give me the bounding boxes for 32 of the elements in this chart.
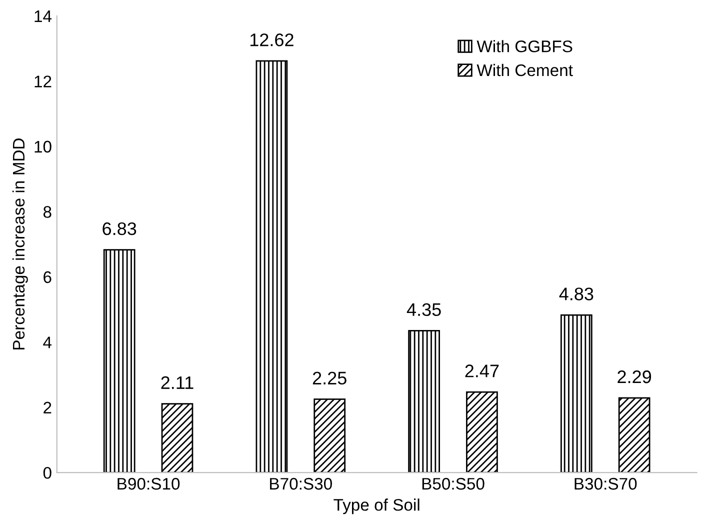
data-label: 4.83: [559, 288, 594, 300]
bar: [408, 330, 440, 473]
y-tick-label: 6: [44, 271, 52, 284]
legend-label: With GGBFS: [476, 40, 572, 52]
x-tick-label: B90:S10: [118, 478, 180, 490]
data-label: 2.11: [161, 376, 194, 389]
bar: [103, 249, 136, 473]
x-axis-title: Type of Soil: [334, 498, 420, 514]
y-tick-label: 2: [44, 402, 52, 414]
data-label: 2.25: [312, 372, 346, 385]
y-tick-label: 12: [34, 76, 52, 88]
data-label: 2.47: [465, 364, 499, 378]
bar: [560, 314, 592, 473]
x-tick-label: B70:S30: [270, 478, 332, 490]
data-label: 12.62: [250, 33, 294, 46]
y-tick-label: 0: [43, 466, 52, 479]
bar: [256, 60, 288, 473]
data-label: 4.35: [406, 303, 441, 316]
y-tick-label: 4: [43, 336, 52, 348]
y-tick-label: 14: [34, 10, 52, 22]
data-label: 6.83: [102, 222, 136, 236]
bar: [466, 391, 498, 473]
bar: [314, 398, 346, 473]
data-label: 2.29: [618, 370, 652, 384]
y-tick-label: 10: [34, 140, 52, 153]
y-tick-label: 8: [43, 206, 52, 218]
bar: [161, 403, 194, 473]
x-tick-label: B50:S50: [422, 478, 484, 490]
bar: [618, 397, 650, 473]
x-tick-label: B30:S70: [574, 478, 637, 490]
y-axis-title: Percentage increase in MDD: [12, 138, 28, 350]
legend-label: With Cement: [476, 64, 573, 76]
